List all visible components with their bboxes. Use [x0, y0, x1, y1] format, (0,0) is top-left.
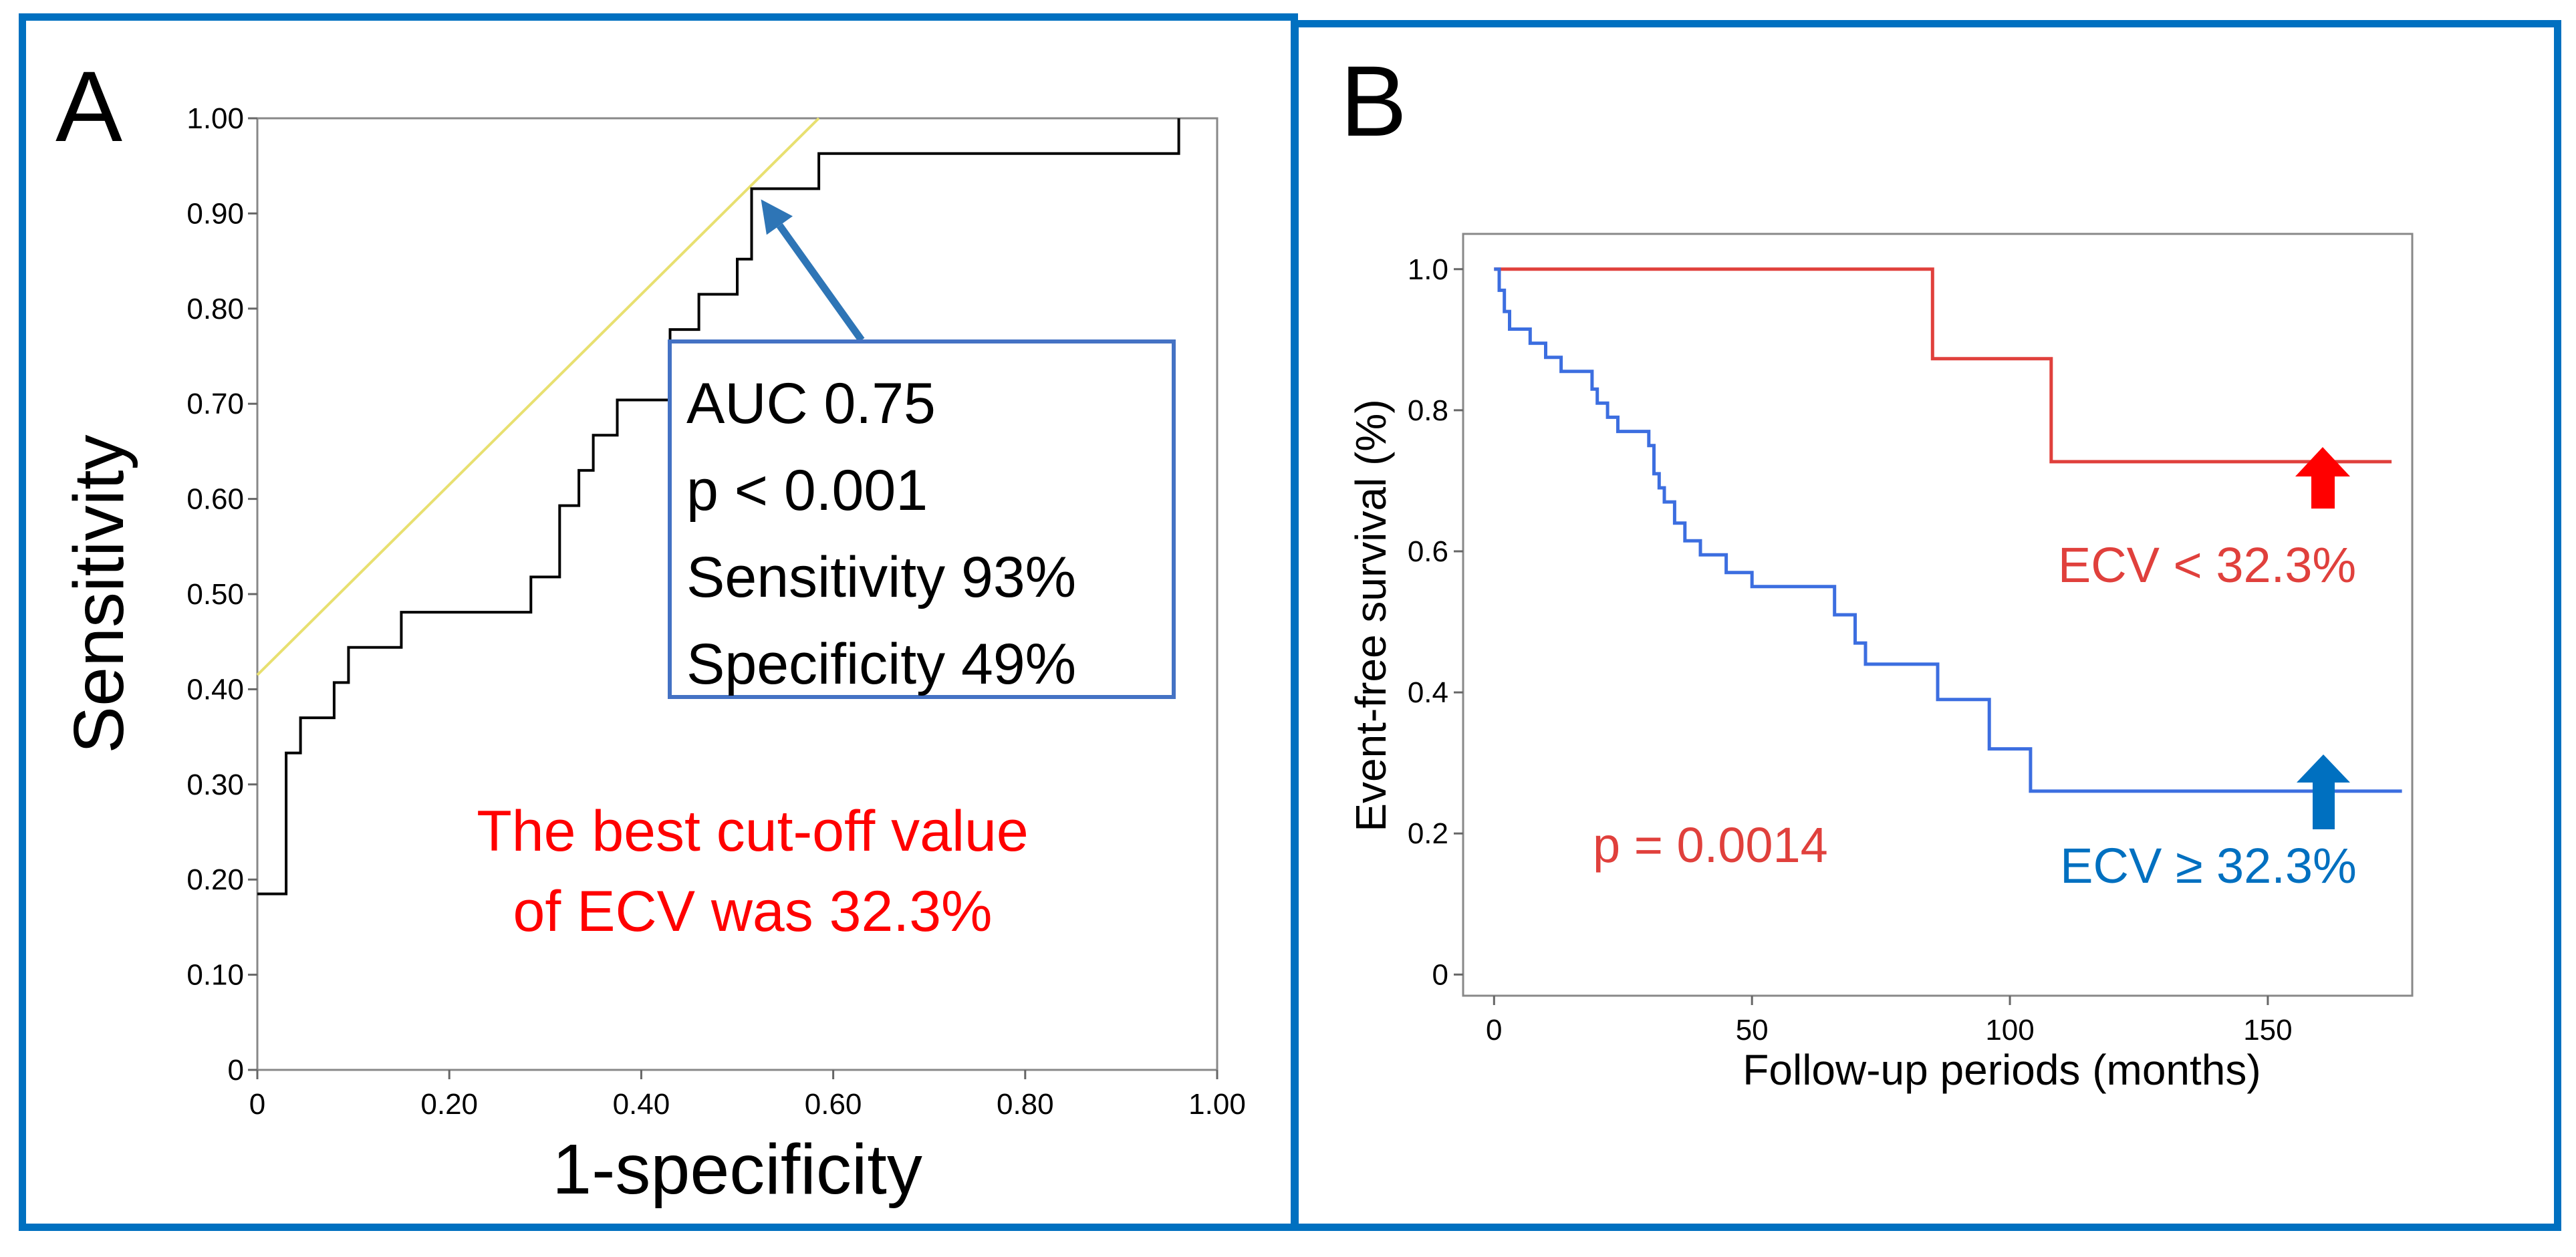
survival-chart-svg: B 0 0.2 0.4 0.6 0.8 1.0 0 50 100 150 Follow-up p… [1340, 45, 2414, 1094]
survival-y-ticks: 0 0.2 0.4 0.6 0.8 1.0 [1408, 253, 1463, 991]
survival-curve-low-ecv [1494, 267, 2392, 464]
roc-y-tick-label: 0.10 [186, 959, 244, 992]
roc-y-tick-label: 0.60 [186, 483, 244, 516]
roc-y-tick-label: 0.40 [186, 673, 244, 706]
roc-y-tick-label: 0.90 [186, 197, 244, 230]
roc-stat-p: p < 0.001 [686, 458, 928, 523]
roc-x-tick-label: 1.00 [1188, 1088, 1246, 1121]
survival-x-tick-label: 0 [1486, 1014, 1502, 1046]
roc-y-axis-label: Sensitivity [59, 434, 138, 753]
roc-stats-box [668, 339, 1176, 699]
roc-y-tick-label: 0.50 [186, 578, 244, 611]
roc-stat-sensitivity: Sensitivity 93% [686, 545, 1076, 609]
roc-y-tick-label: 0.30 [186, 769, 244, 801]
roc-y-tick-label: 0 [228, 1054, 244, 1087]
low-ecv-arrow-icon [2295, 447, 2350, 509]
high-ecv-arrow-icon [2297, 754, 2350, 829]
survival-y-tick-label: 0 [1432, 958, 1448, 991]
survival-p-value: p = 0.0014 [1593, 817, 1828, 873]
survival-x-ticks: 0 50 100 150 [1486, 996, 2293, 1046]
roc-x-axis-label: 1-specificity [552, 1130, 922, 1209]
survival-curve-high-ecv [1494, 267, 2402, 793]
roc-x-ticks: 0 0.20 0.40 0.60 0.80 1.00 [249, 1070, 1246, 1121]
survival-y-tick-label: 1.0 [1408, 253, 1448, 286]
roc-stat-auc: AUC 0.75 [686, 372, 936, 436]
roc-x-tick-label: 0.80 [997, 1088, 1054, 1121]
survival-x-tick-label: 100 [1985, 1014, 2034, 1046]
roc-chart-svg: A 0 0.10 0.20 0.30 0.40 0.50 0.60 0.70 0.80 0.90 1… [55, 50, 1246, 1209]
high-ecv-label: ECV ≥ 32.3% [2060, 838, 2357, 893]
roc-annotation-arrow [776, 223, 865, 343]
roc-cutoff-text-line1: The best cut-off value [477, 799, 1028, 863]
roc-annotation-arrowhead [761, 199, 793, 235]
roc-y-tick-label: 1.00 [186, 102, 244, 135]
survival-y-tick-label: 0.2 [1408, 817, 1448, 850]
panel-a-roc-chart: A 0 0.10 0.20 0.30 0.40 0.50 0.60 0.70 0.80 0.90 1… [19, 13, 1298, 1231]
roc-y-tick-label: 0.20 [186, 863, 244, 896]
roc-y-ticks: 0 0.10 0.20 0.30 0.40 0.50 0.60 0.70 0.80 0.90 1.0… [186, 102, 257, 1087]
roc-y-tick-label: 0.70 [186, 388, 244, 420]
survival-y-axis-label: Event-free survival (%) [1347, 399, 1395, 831]
roc-cutoff-text-line2: of ECV was 32.3% [513, 879, 992, 944]
roc-curve [257, 118, 1180, 895]
survival-x-tick-label: 150 [2243, 1014, 2292, 1046]
roc-x-tick-label: 0.40 [613, 1088, 670, 1121]
roc-y-tick-label: 0.80 [186, 293, 244, 325]
survival-x-tick-label: 50 [1736, 1014, 1769, 1046]
roc-x-tick-label: 0.20 [420, 1088, 478, 1121]
roc-stat-specificity: Specificity 49% [686, 632, 1076, 696]
survival-plot-frame [1462, 233, 2414, 997]
roc-x-tick-label: 0 [249, 1088, 265, 1121]
survival-x-axis-label: Follow-up periods (months) [1743, 1046, 2261, 1094]
panel-a-label: A [55, 50, 122, 162]
panel-b-label: B [1340, 45, 1407, 157]
survival-y-tick-label: 0.4 [1408, 676, 1448, 709]
roc-tangent-line [256, 117, 820, 676]
survival-y-tick-label: 0.8 [1408, 394, 1448, 427]
survival-y-tick-label: 0.6 [1408, 535, 1448, 568]
low-ecv-label: ECV < 32.3% [2058, 537, 2356, 593]
roc-x-tick-label: 0.60 [805, 1088, 862, 1121]
panel-b-survival-chart: B 0 0.2 0.4 0.6 0.8 1.0 0 50 100 150 Follow-up p… [1291, 20, 2561, 1231]
